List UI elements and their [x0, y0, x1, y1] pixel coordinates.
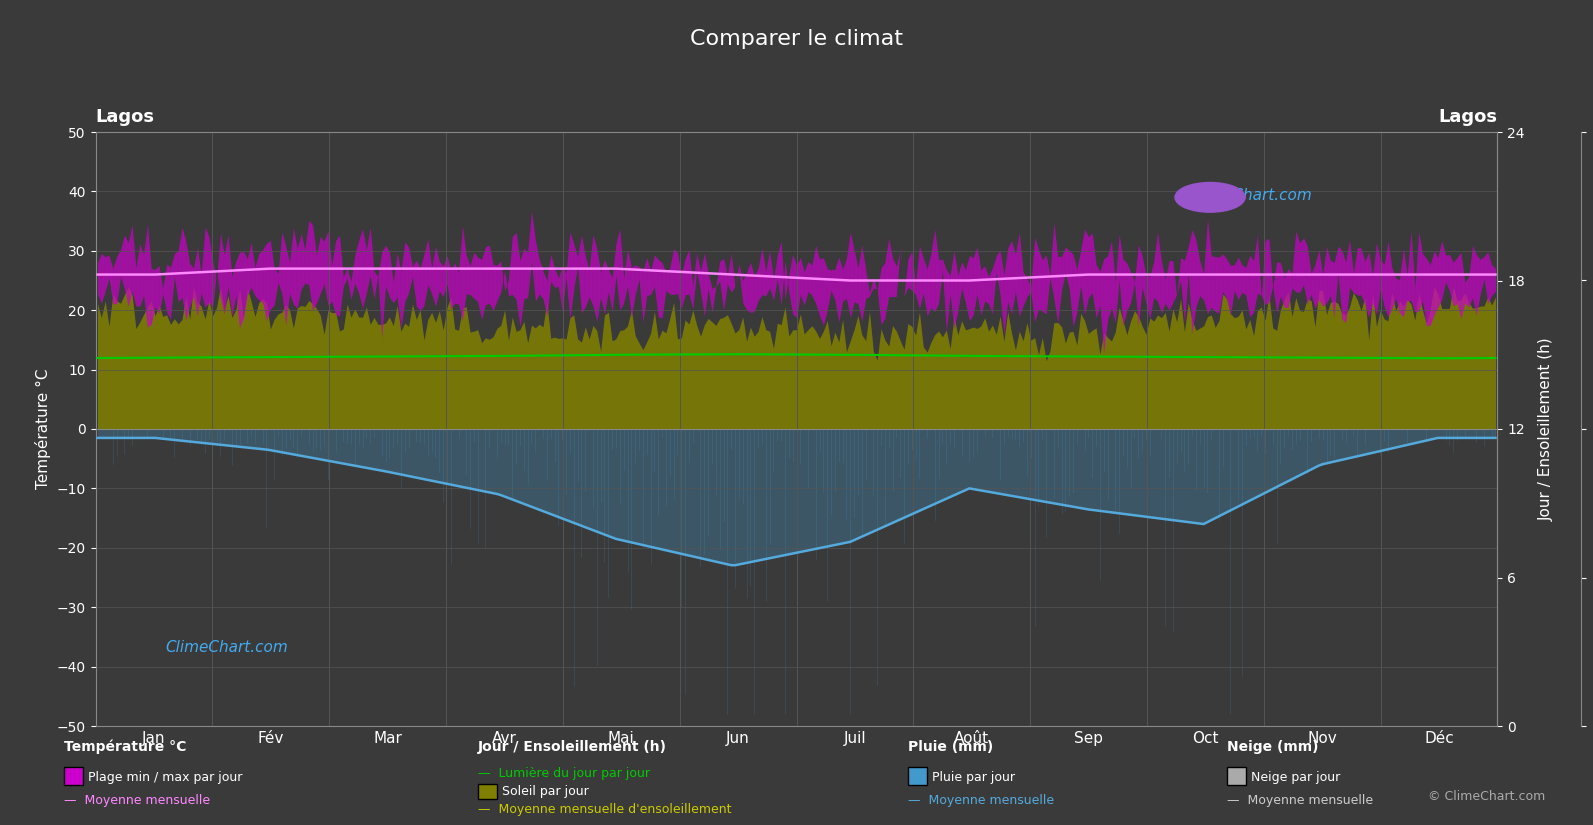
Text: Neige (mm): Neige (mm) [1227, 740, 1317, 754]
Text: © ClimeChart.com: © ClimeChart.com [1427, 790, 1545, 804]
Text: ClimeChart.com: ClimeChart.com [1188, 188, 1311, 203]
Text: Comparer le climat: Comparer le climat [690, 29, 903, 49]
Text: Lagos: Lagos [1438, 108, 1497, 126]
Text: —  Moyenne mensuelle: — Moyenne mensuelle [64, 794, 210, 808]
Text: —  Lumière du jour par jour: — Lumière du jour par jour [478, 767, 650, 780]
Text: —  Moyenne mensuelle d'ensoleillement: — Moyenne mensuelle d'ensoleillement [478, 803, 731, 816]
Text: Neige par jour: Neige par jour [1251, 771, 1340, 784]
Text: Soleil par jour: Soleil par jour [502, 785, 588, 799]
Text: —  Moyenne mensuelle: — Moyenne mensuelle [908, 794, 1055, 808]
Text: ClimeChart.com: ClimeChart.com [166, 639, 288, 655]
Text: Pluie (mm): Pluie (mm) [908, 740, 994, 754]
Text: Température °C: Température °C [64, 739, 186, 754]
Y-axis label: Température °C: Température °C [35, 369, 51, 489]
Text: Plage min / max par jour: Plage min / max par jour [88, 771, 242, 784]
Text: Lagos: Lagos [96, 108, 155, 126]
Text: Jour / Ensoleillement (h): Jour / Ensoleillement (h) [478, 740, 667, 754]
Circle shape [1176, 182, 1246, 212]
Text: Pluie par jour: Pluie par jour [932, 771, 1015, 784]
Text: —  Moyenne mensuelle: — Moyenne mensuelle [1227, 794, 1373, 808]
Y-axis label: Jour / Ensoleillement (h): Jour / Ensoleillement (h) [1539, 337, 1553, 521]
